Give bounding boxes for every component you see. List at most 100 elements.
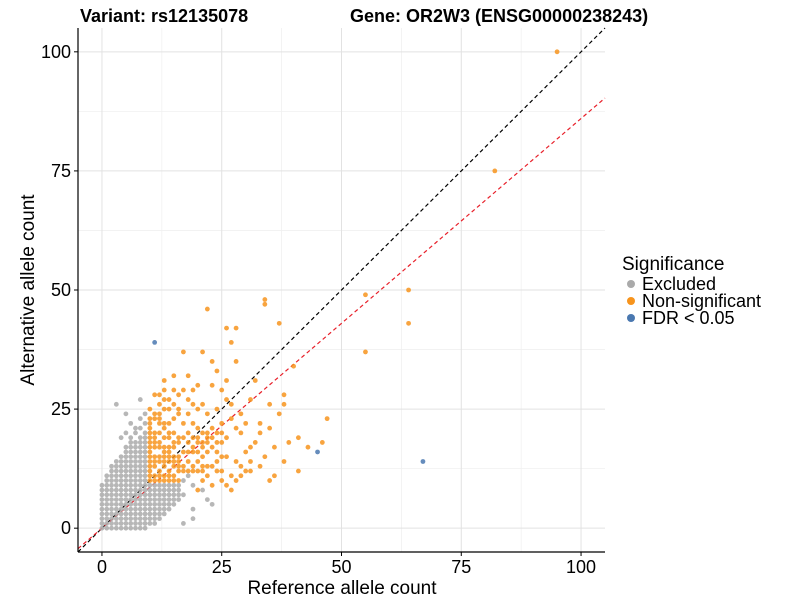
point-excluded xyxy=(133,444,138,450)
point-non-significant xyxy=(209,435,215,441)
point-non-significant xyxy=(224,325,229,331)
point-non-significant xyxy=(363,349,368,355)
point-non-significant xyxy=(204,430,210,436)
point-excluded xyxy=(147,497,153,502)
x-tick-label: 0 xyxy=(97,557,107,577)
point-non-significant xyxy=(190,401,196,407)
legend: Significance ExcludedNon-significantFDR … xyxy=(622,254,761,328)
point-non-significant xyxy=(190,420,196,426)
point-non-significant xyxy=(195,487,201,493)
point-excluded xyxy=(118,468,124,474)
point-excluded xyxy=(137,463,143,469)
point-excluded xyxy=(109,473,114,479)
grid-lines xyxy=(78,28,605,552)
point-excluded xyxy=(166,487,172,493)
point-non-significant xyxy=(152,459,158,464)
point-non-significant xyxy=(219,454,225,460)
point-excluded xyxy=(152,501,158,507)
point-excluded xyxy=(137,487,143,493)
point-excluded xyxy=(123,468,129,474)
point-non-significant xyxy=(166,397,172,402)
point-excluded xyxy=(157,492,162,498)
point-non-significant xyxy=(166,459,172,464)
point-non-significant xyxy=(147,468,153,474)
point-excluded xyxy=(142,454,148,460)
point-non-significant xyxy=(166,444,172,450)
point-excluded xyxy=(109,521,114,526)
point-non-significant xyxy=(152,454,158,460)
point-non-significant xyxy=(238,473,244,479)
point-non-significant xyxy=(171,473,177,479)
point-excluded xyxy=(99,487,105,493)
point-excluded xyxy=(109,497,114,502)
point-excluded xyxy=(109,478,114,483)
point-non-significant xyxy=(161,387,167,393)
point-excluded xyxy=(133,425,138,431)
point-non-significant xyxy=(295,435,301,441)
point-excluded xyxy=(137,416,143,422)
point-excluded xyxy=(137,521,143,526)
point-non-significant xyxy=(157,420,162,426)
point-excluded xyxy=(123,516,129,522)
point-excluded xyxy=(104,516,110,522)
point-excluded xyxy=(190,506,196,512)
point-excluded xyxy=(142,473,148,479)
point-excluded xyxy=(128,449,134,455)
point-excluded xyxy=(166,506,172,512)
point-excluded xyxy=(137,459,143,464)
point-non-significant xyxy=(157,473,162,479)
point-non-significant xyxy=(185,468,191,474)
point-excluded xyxy=(123,497,129,502)
point-non-significant xyxy=(147,463,153,469)
point-excluded xyxy=(123,411,129,417)
point-excluded xyxy=(128,521,134,526)
legend-label-non-significant: Non-significant xyxy=(642,291,761,311)
point-excluded xyxy=(104,487,110,493)
point-non-significant xyxy=(147,440,153,445)
point-non-significant xyxy=(219,387,225,393)
point-excluded xyxy=(123,487,129,493)
point-excluded xyxy=(123,473,129,479)
point-non-significant xyxy=(262,301,268,307)
point-excluded xyxy=(113,459,119,464)
point-excluded xyxy=(99,501,105,507)
point-excluded xyxy=(166,492,172,498)
point-excluded xyxy=(109,525,114,531)
point-excluded xyxy=(171,501,177,507)
point-excluded xyxy=(99,482,105,488)
point-excluded xyxy=(137,473,143,479)
point-excluded xyxy=(142,478,148,483)
point-non-significant xyxy=(176,392,182,398)
point-non-significant xyxy=(147,454,153,460)
point-non-significant xyxy=(147,435,153,441)
point-non-significant xyxy=(171,430,177,436)
point-non-significant xyxy=(161,478,167,483)
point-non-significant xyxy=(147,449,153,455)
point-excluded xyxy=(118,463,124,469)
point-excluded xyxy=(200,487,205,493)
point-excluded xyxy=(123,454,129,460)
point-excluded xyxy=(133,487,138,493)
point-non-significant xyxy=(219,430,225,436)
point-excluded xyxy=(137,454,143,460)
point-non-significant xyxy=(319,440,325,445)
point-non-significant xyxy=(248,397,253,402)
point-non-significant xyxy=(176,454,182,460)
point-excluded xyxy=(133,492,138,498)
point-excluded xyxy=(128,482,134,488)
point-excluded xyxy=(142,440,148,445)
point-non-significant xyxy=(238,430,244,436)
point-excluded xyxy=(133,525,138,531)
point-non-significant xyxy=(147,444,153,450)
point-non-significant xyxy=(243,420,249,426)
point-excluded xyxy=(109,487,114,493)
point-non-significant xyxy=(166,449,172,455)
point-excluded xyxy=(128,454,134,460)
point-excluded xyxy=(118,435,124,441)
point-excluded xyxy=(113,487,119,493)
point-non-significant xyxy=(181,420,186,426)
legend-title: Significance xyxy=(622,254,724,275)
point-excluded xyxy=(109,501,114,507)
point-excluded xyxy=(99,506,105,512)
point-non-significant xyxy=(305,444,311,450)
